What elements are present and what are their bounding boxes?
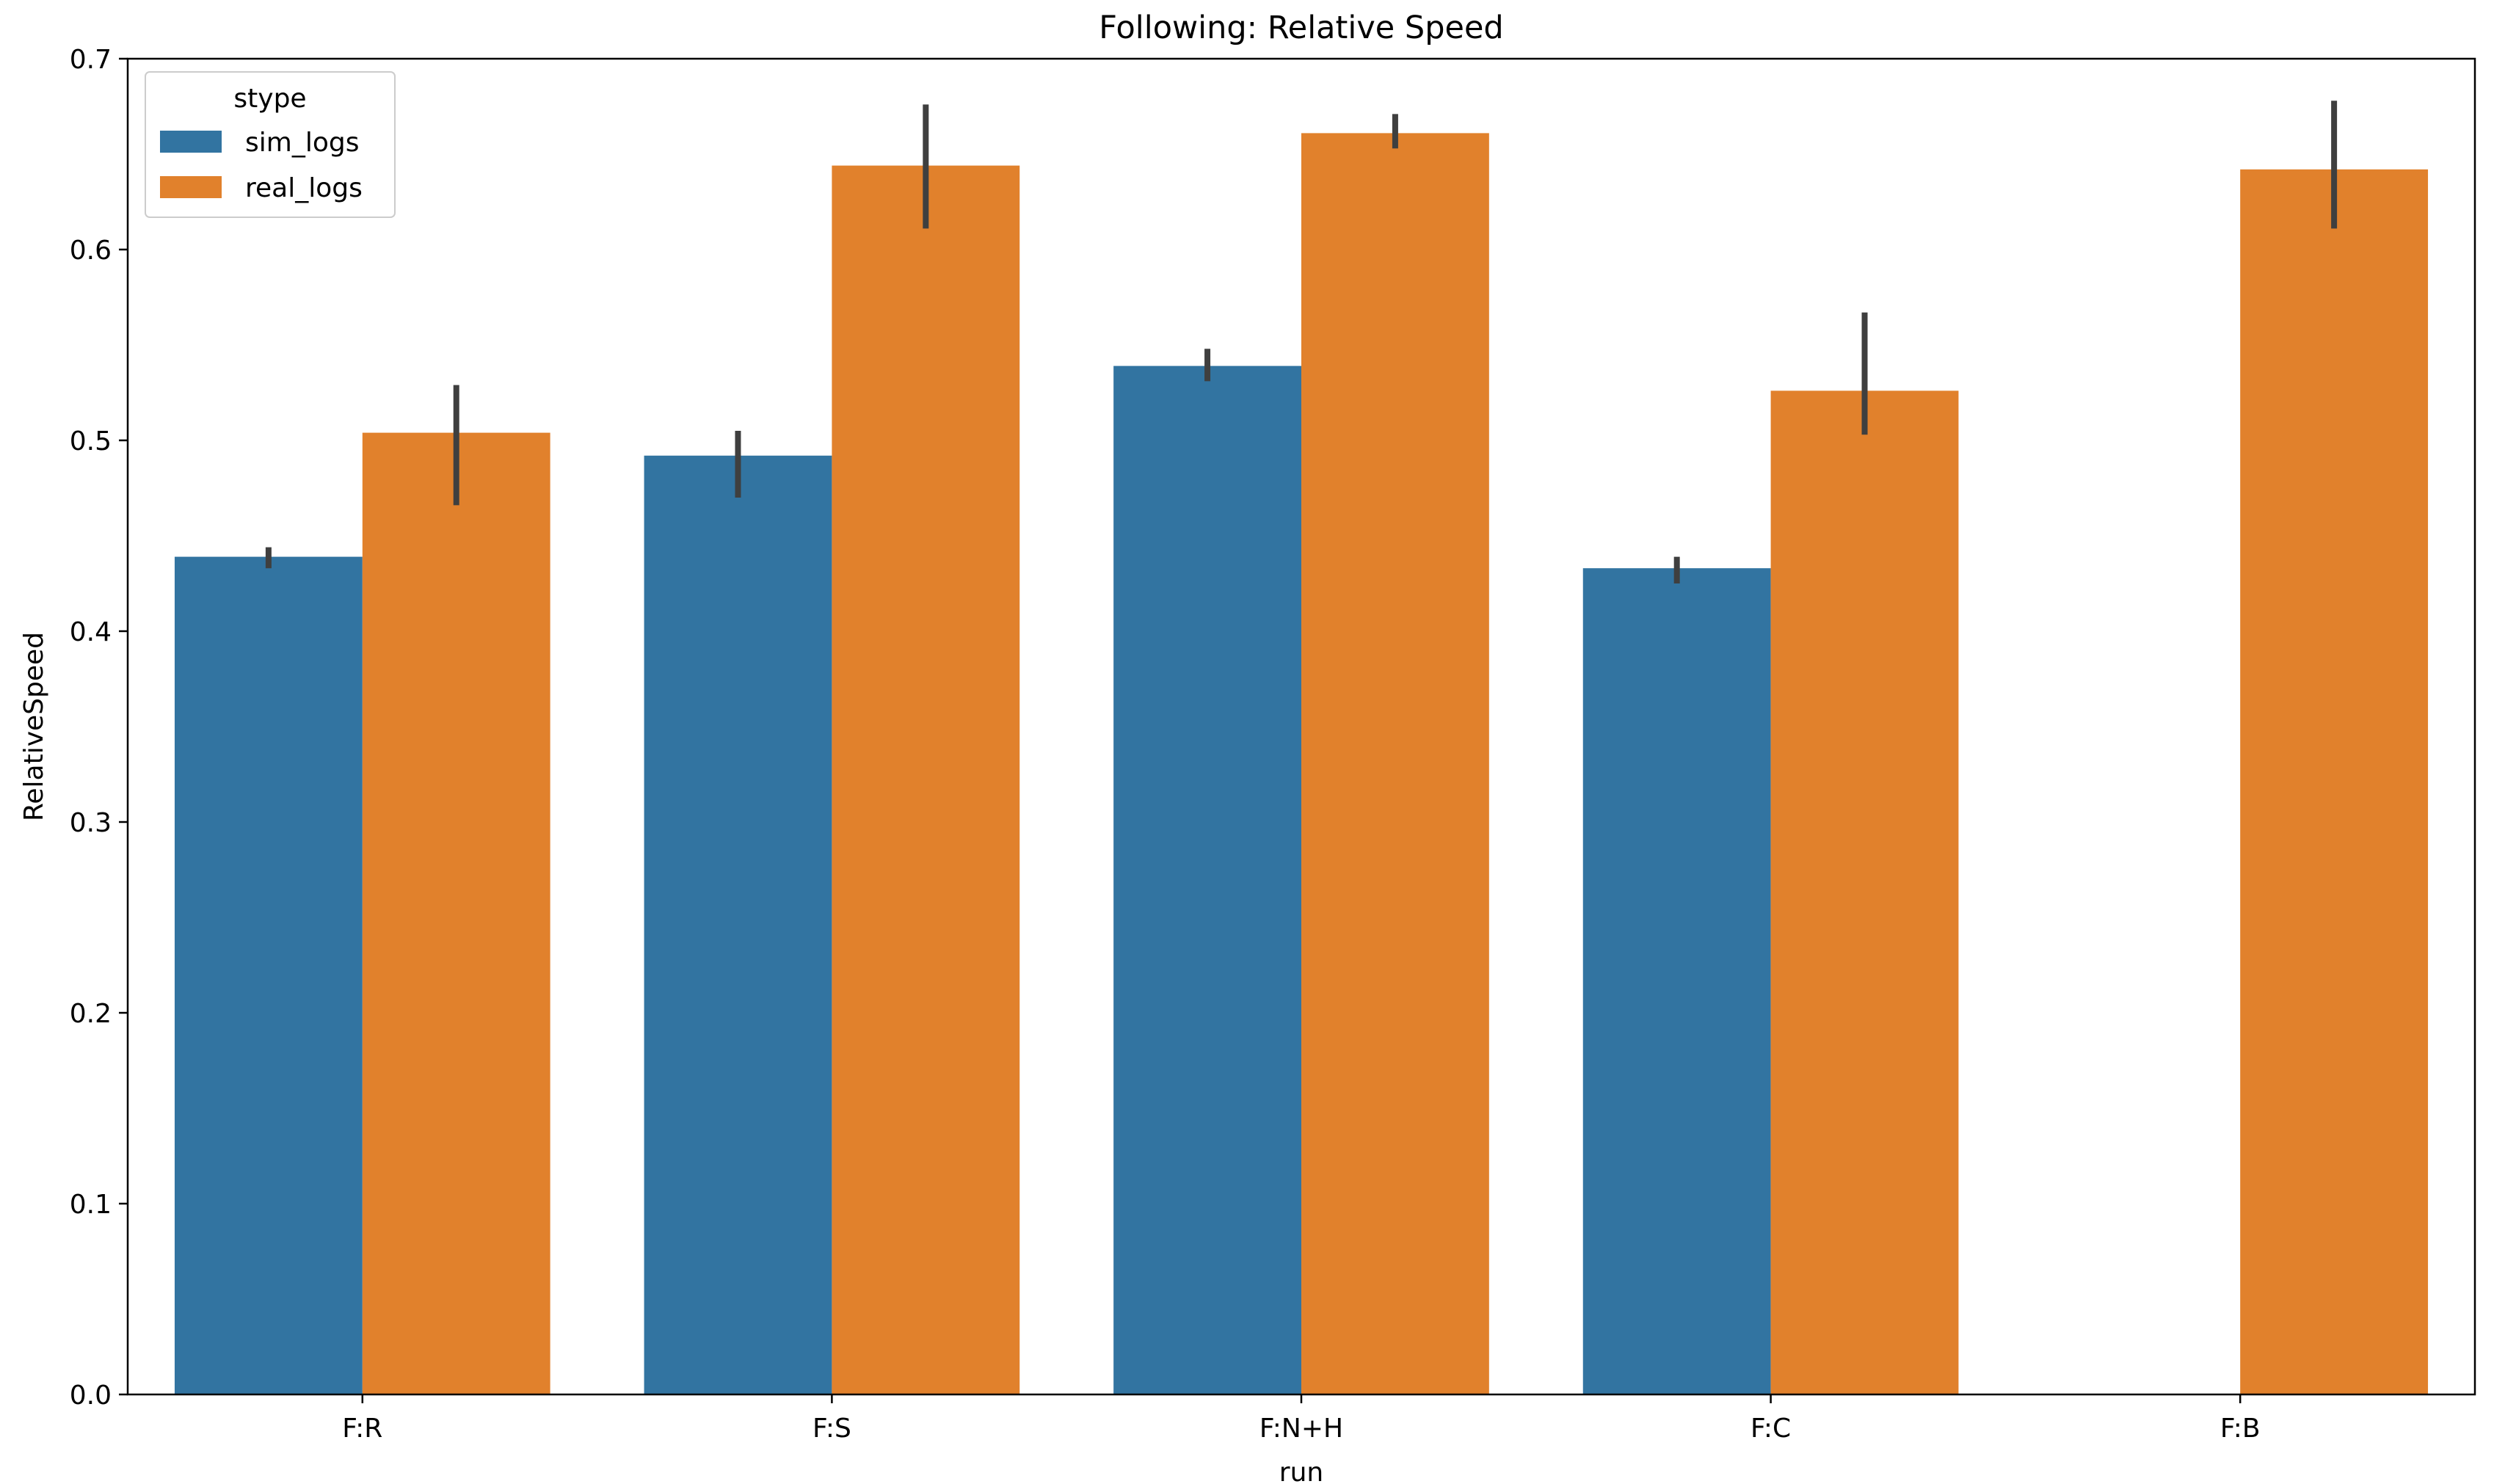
y-axis-title: RelativeSpeed <box>19 632 49 821</box>
x-tick-label: F:R <box>342 1414 382 1444</box>
bar-sim_logs-1 <box>644 455 832 1394</box>
legend-label-real_logs: real_logs <box>245 173 363 203</box>
x-axis-title: run <box>1279 1458 1323 1484</box>
y-tick-label: 0.2 <box>70 999 112 1029</box>
y-axis: 0.0 0.1 0.2 0.3 0.4 0.5 0.6 0.7 <box>70 45 128 1411</box>
bar-real_logs-4 <box>2240 169 2429 1394</box>
y-tick-label: 0.5 <box>70 426 112 457</box>
x-tick-label: F:N+H <box>1259 1414 1343 1444</box>
x-tick-label: F:S <box>812 1414 851 1444</box>
legend-swatch-real_logs <box>160 176 222 198</box>
legend-label-sim_logs: sim_logs <box>245 128 359 158</box>
bar-real_logs-3 <box>1770 390 1959 1394</box>
legend-title: stype <box>233 84 306 114</box>
y-tick-label: 0.1 <box>70 1190 112 1220</box>
y-tick-label: 0.6 <box>70 236 112 266</box>
bar-sim_logs-0 <box>174 556 363 1394</box>
legend-swatch-sim_logs <box>160 131 222 153</box>
y-tick-label: 0.0 <box>70 1381 112 1411</box>
bar-real_logs-2 <box>1301 133 1489 1394</box>
x-tick-label: F:B <box>2220 1414 2261 1444</box>
bar-sim_logs-3 <box>1582 568 1771 1395</box>
error-bars-group <box>265 101 2338 583</box>
bar-real_logs-0 <box>362 432 550 1394</box>
x-axis: F:R F:S F:N+H F:C F:B <box>342 1394 2261 1444</box>
y-tick-label: 0.3 <box>70 808 112 838</box>
bar-sim_logs-2 <box>1113 365 1301 1395</box>
y-tick-label: 0.4 <box>70 617 112 647</box>
chart-title: Following: Relative Speed <box>1099 10 1503 46</box>
bars-group <box>174 133 2429 1395</box>
legend: stype sim_logs real_logs <box>145 71 396 218</box>
y-tick-label: 0.7 <box>70 45 112 75</box>
x-tick-label: F:C <box>1750 1414 1791 1444</box>
bar-real_logs-1 <box>832 165 1020 1395</box>
